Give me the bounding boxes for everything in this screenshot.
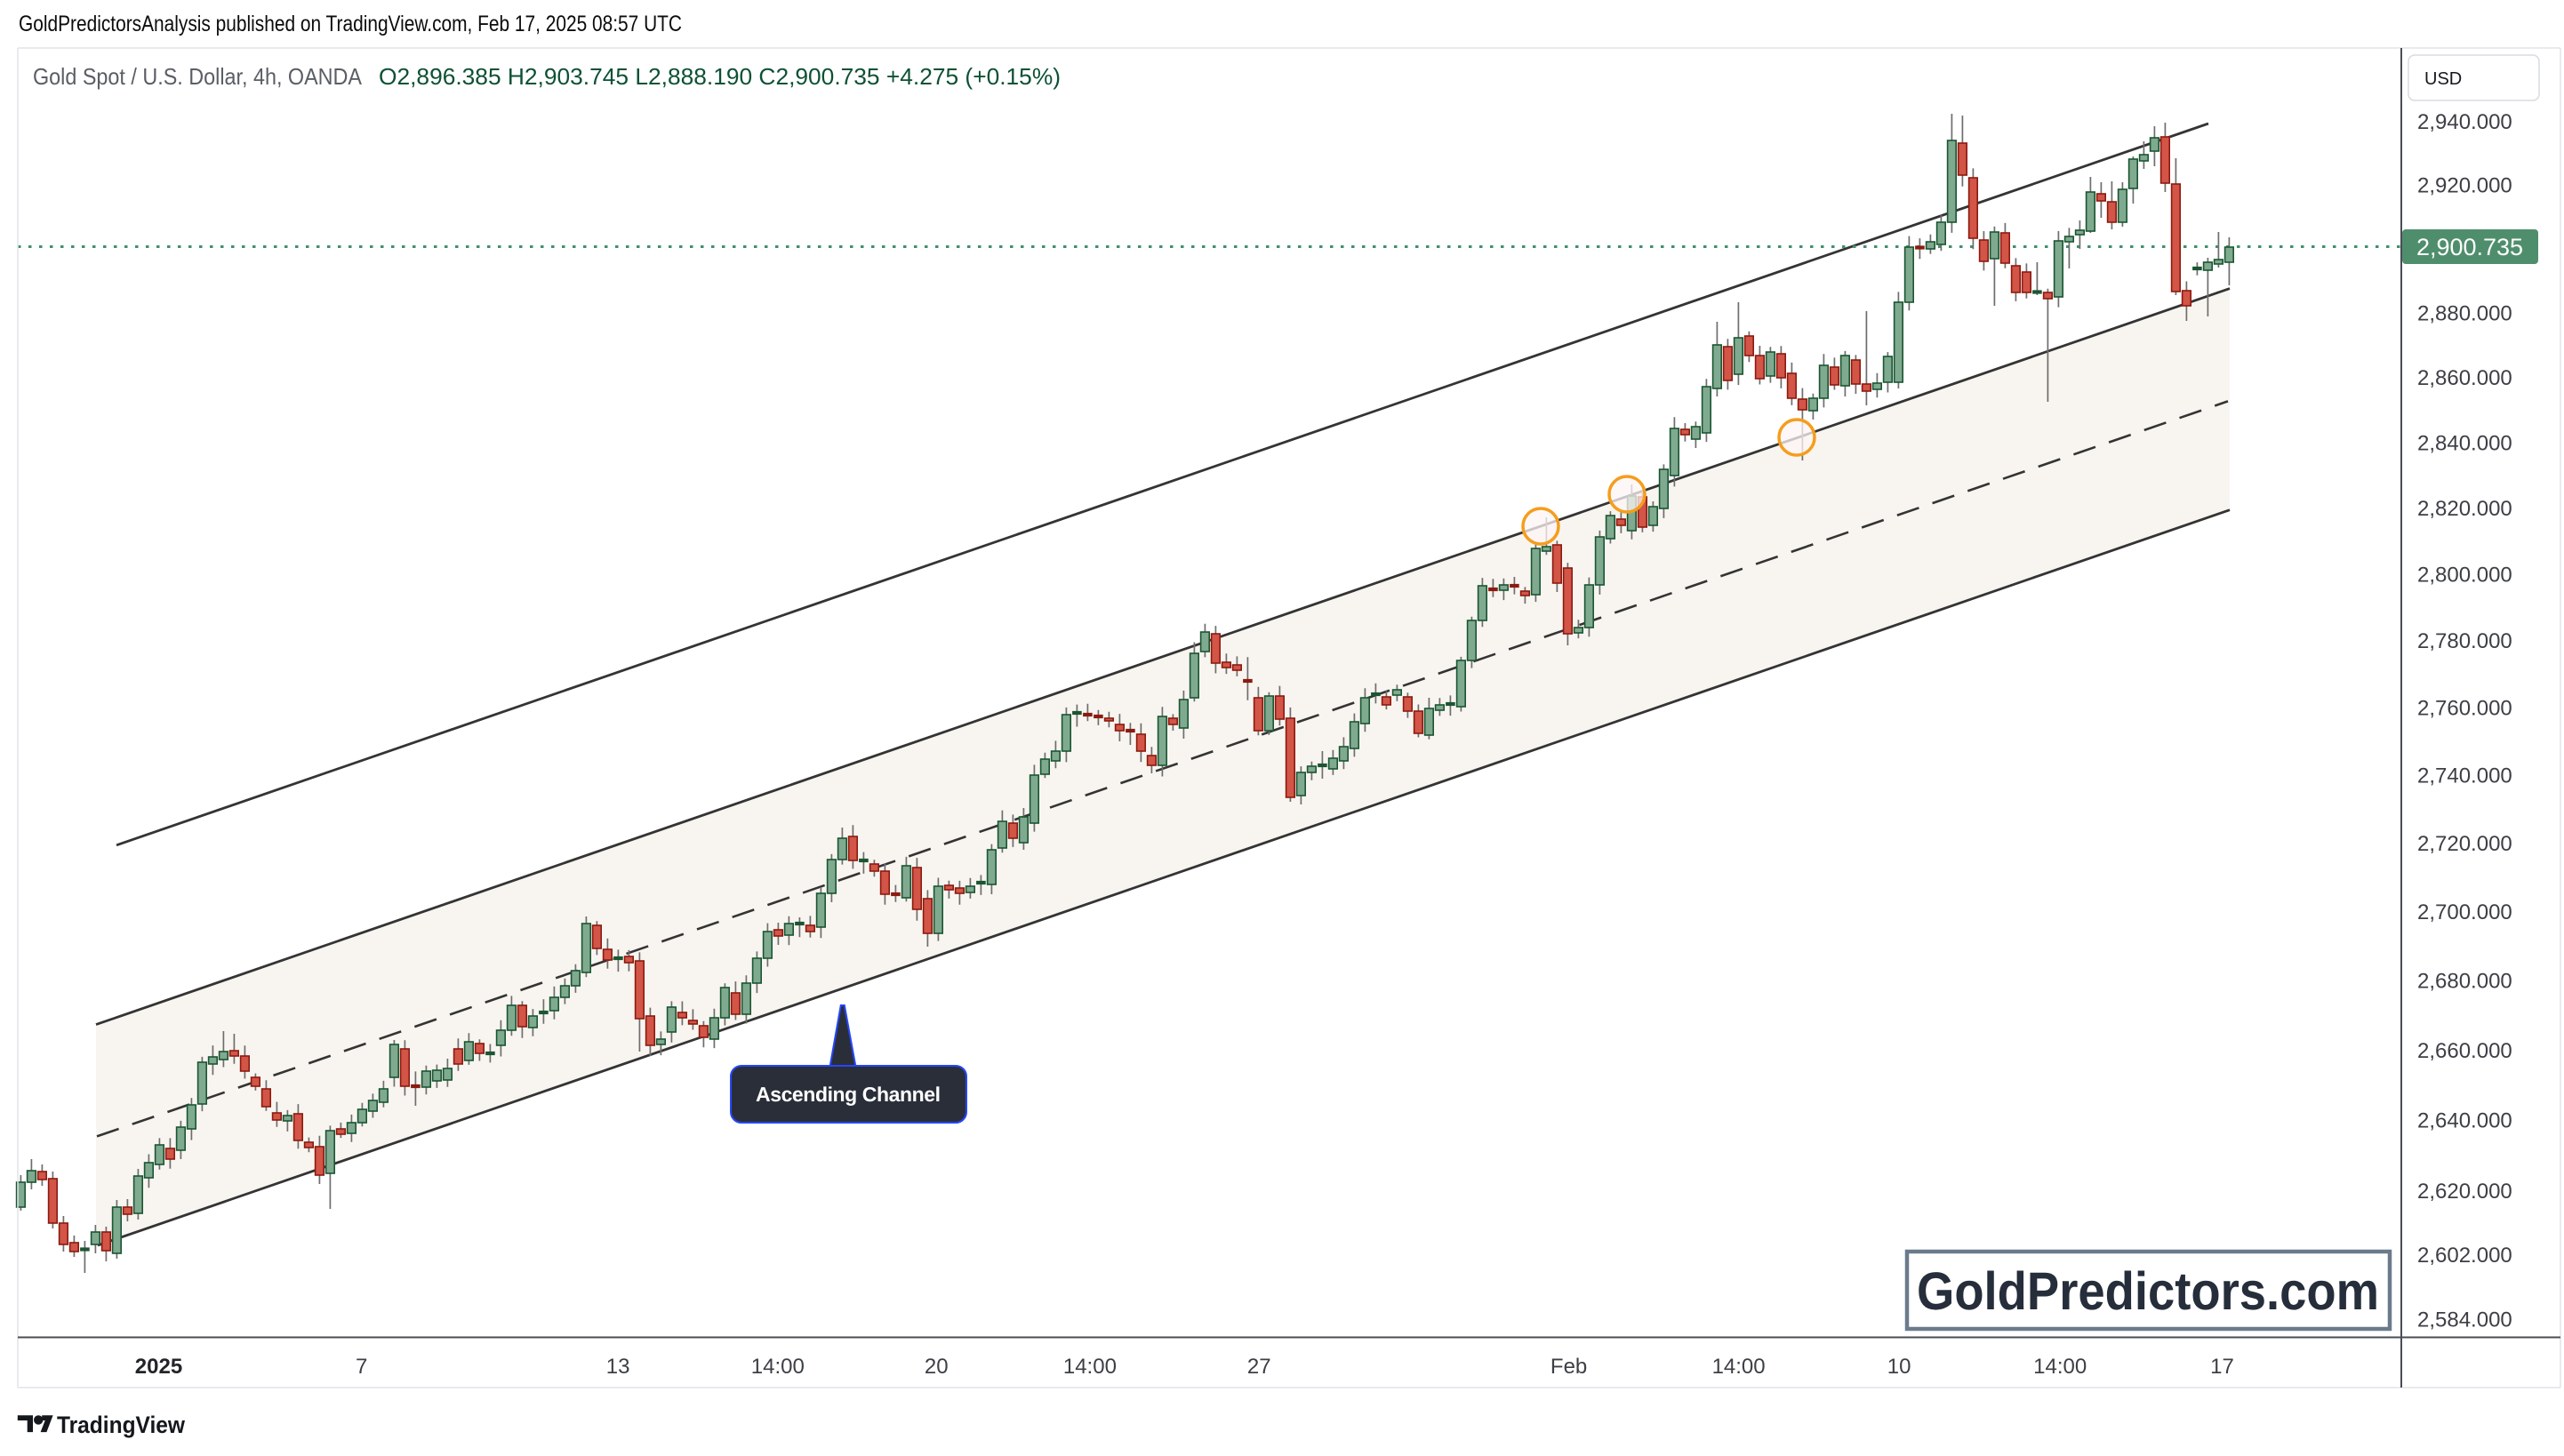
svg-text:2,940.000: 2,940.000 (2417, 110, 2512, 134)
svg-text:2,900.735: 2,900.735 (2416, 234, 2523, 260)
svg-text:2025: 2025 (135, 1355, 182, 1379)
svg-text:2,740.000: 2,740.000 (2417, 764, 2512, 788)
svg-text:7: 7 (356, 1355, 367, 1379)
svg-text:2,920.000: 2,920.000 (2417, 173, 2512, 197)
svg-text:2,680.000: 2,680.000 (2417, 970, 2512, 994)
svg-text:14:00: 14:00 (751, 1355, 805, 1379)
svg-text:2,860.000: 2,860.000 (2417, 366, 2512, 390)
svg-text:GoldPredictors.com: GoldPredictors.com (1917, 1261, 2379, 1321)
svg-text:2,780.000: 2,780.000 (2417, 629, 2512, 653)
svg-text:2,880.000: 2,880.000 (2417, 301, 2512, 325)
svg-text:2,660.000: 2,660.000 (2417, 1039, 2512, 1063)
svg-text:Ascending Channel: Ascending Channel (756, 1083, 941, 1106)
svg-text:10: 10 (1887, 1355, 1911, 1379)
svg-text:2,840.000: 2,840.000 (2417, 431, 2512, 455)
svg-text:2,820.000: 2,820.000 (2417, 497, 2512, 521)
svg-text:13: 13 (606, 1355, 630, 1379)
svg-text:27: 27 (1247, 1355, 1271, 1379)
svg-text:17: 17 (2210, 1355, 2234, 1379)
svg-text:USD: USD (2424, 69, 2462, 89)
svg-text:O2,896.385 H2,903.745 L2,888: O2,896.385 H2,903.745 L2,888.190 C2,900.… (379, 63, 1061, 90)
svg-text:GoldPredictorsAnalysis publish: GoldPredictorsAnalysis published on Trad… (19, 12, 682, 36)
svg-text:20: 20 (925, 1355, 949, 1379)
svg-text:2,720.000: 2,720.000 (2417, 832, 2512, 856)
svg-text:2,640.000: 2,640.000 (2417, 1109, 2512, 1133)
svg-text:14:00: 14:00 (1712, 1355, 1766, 1379)
svg-text:2,620.000: 2,620.000 (2417, 1180, 2512, 1204)
svg-text:2,584.000: 2,584.000 (2417, 1308, 2512, 1332)
svg-text:TradingView: TradingView (57, 1412, 186, 1438)
svg-text:2,800.000: 2,800.000 (2417, 563, 2512, 587)
svg-text:2,760.000: 2,760.000 (2417, 697, 2512, 721)
svg-text:2,602.000: 2,602.000 (2417, 1244, 2512, 1268)
svg-text:Gold Spot / U.S. Dollar, 4h, O: Gold Spot / U.S. Dollar, 4h, OANDA (33, 63, 363, 90)
svg-text:Feb: Feb (1550, 1355, 1587, 1379)
svg-text:14:00: 14:00 (1063, 1355, 1117, 1379)
svg-text:2,700.000: 2,700.000 (2417, 900, 2512, 924)
svg-text:14:00: 14:00 (2033, 1355, 2087, 1379)
